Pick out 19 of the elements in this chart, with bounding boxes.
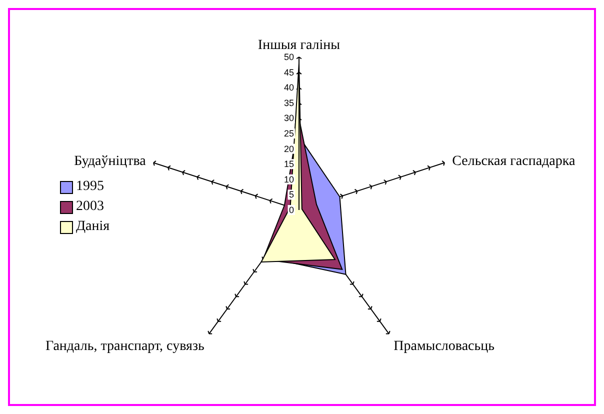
spoke-label: Сельская гаспадарка (452, 154, 576, 170)
y-tick-label: 15 (284, 159, 294, 170)
spoke-label: Прамысловасьць (394, 339, 495, 354)
y-tick-label: 20 (284, 144, 294, 154)
y-tick-label: 25 (284, 128, 294, 138)
y-tick-label: 50 (284, 52, 294, 62)
y-tick-label: 35 (284, 98, 294, 108)
y-tick-label: 40 (284, 82, 294, 93)
y-tick-label: 0 (288, 205, 294, 215)
spoke-label: Іншыя галіны (258, 38, 341, 53)
y-tick-label: 30 (284, 113, 294, 124)
legend-label: Данія (76, 219, 110, 235)
legend-label: 1995 (76, 179, 104, 195)
spoke-label: Будаўніцтва (74, 154, 147, 170)
y-tick-label: 5 (288, 190, 294, 200)
spoke-label: Гандаль, транспарт, сувязь (45, 339, 204, 354)
y-tick-label: 10 (284, 174, 294, 184)
y-tick-label: 45 (284, 67, 294, 78)
legend-label: 2003 (76, 199, 104, 215)
